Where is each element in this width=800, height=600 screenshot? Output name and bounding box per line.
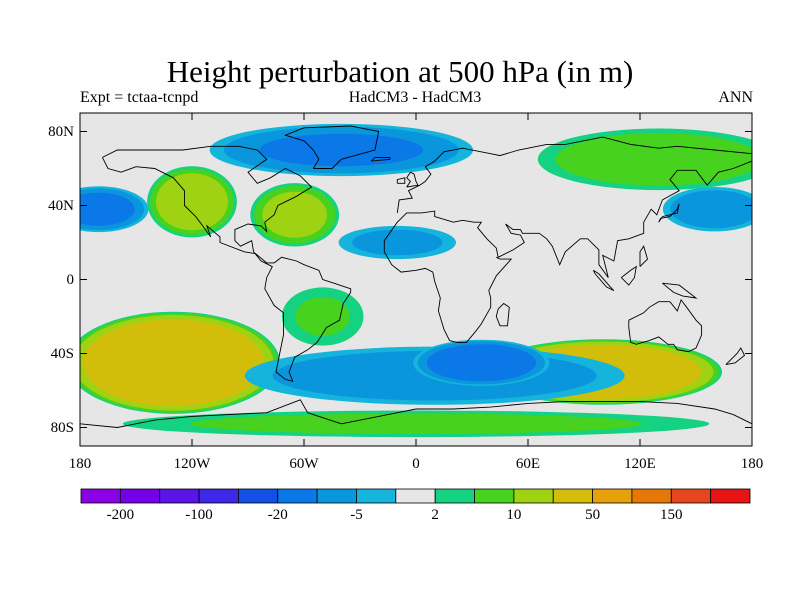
colorbar-box [592, 488, 633, 504]
colorbar-box [277, 488, 318, 504]
lon-tick-label: 180 [68, 456, 92, 472]
anomaly-contour-arctic-low [259, 133, 424, 167]
coastline [406, 171, 419, 188]
coastline [396, 177, 406, 184]
colorbar-label: 2 [431, 507, 439, 523]
colorbar-box [198, 488, 239, 504]
season-label: ANN [718, 89, 753, 106]
colorbar-box [710, 488, 751, 504]
coastline [370, 156, 391, 162]
coastline [495, 302, 510, 327]
lon-tick-label: 60W [289, 456, 319, 472]
model-label: HadCM3 - HadCM3 [348, 89, 482, 106]
colorbar-box [513, 488, 554, 504]
coastline [592, 269, 615, 292]
colorbar-label: 50 [585, 507, 601, 523]
colorbar-box [670, 488, 712, 504]
anomaly-contour-south-america-high [295, 297, 351, 336]
colorbar-box [552, 488, 593, 504]
lon-tick-label: 0 [412, 456, 420, 472]
chart-title: Height perturbation at 500 hPa (in m) [166, 54, 634, 89]
anomaly-contour-north-atlantic-low [352, 229, 443, 256]
coastline [101, 145, 352, 382]
coastline [725, 347, 746, 366]
lat-tick-label: 40S [50, 345, 74, 362]
colorbar-box [395, 488, 436, 504]
lat-tick-label: 40N [48, 197, 74, 214]
colorbar-label: 150 [660, 507, 683, 523]
anomaly-contour-antarctic-high [190, 413, 642, 434]
lat-tick-label: 80N [48, 123, 74, 140]
anomaly-contour-north-pacific-low [80, 192, 135, 226]
colorbar-label: -200 [106, 507, 135, 523]
colorbar-box [159, 488, 200, 504]
coastline [639, 245, 649, 267]
colorbar-box [434, 488, 475, 504]
coastline [658, 203, 680, 223]
colorbar-box [119, 488, 161, 504]
lon-tick-label: 120E [624, 456, 656, 472]
anomaly-contour-west-america-high [156, 173, 228, 231]
colorbar-box [356, 488, 397, 504]
anomaly-contour-south-atlantic-indian-low [426, 344, 536, 382]
coastline [396, 136, 752, 213]
anomaly-contour-south-pacific-high [82, 319, 265, 407]
coastline [620, 265, 637, 286]
colorbar-box [474, 488, 515, 504]
coastline [628, 298, 703, 353]
experiment-label: Expt = tctaa-tcnpd [80, 89, 199, 106]
lon-tick-label: 120W [173, 456, 211, 472]
colorbar-box [238, 488, 279, 504]
anomaly-contour-east-america-high [262, 191, 328, 238]
lon-tick-label: 60E [515, 456, 541, 472]
colorbar-label: -5 [350, 507, 363, 523]
colorbar-label: 10 [506, 507, 522, 523]
anomaly-contour-western-pacific-low [670, 190, 752, 229]
lat-tick-label: 80S [50, 419, 74, 436]
colorbar-label: -100 [185, 507, 213, 523]
coastline [383, 160, 752, 343]
colorbar-label: -20 [267, 507, 288, 523]
coastline [283, 125, 380, 169]
colorbar-box [316, 488, 357, 504]
colorbar-box [80, 488, 121, 504]
coastline [80, 399, 752, 428]
lon-tick-label: 180 [740, 456, 764, 472]
colorbar-box [631, 488, 672, 504]
lat-tick-label: 0 [66, 271, 75, 288]
anomaly-contour-siberia-high [555, 133, 752, 186]
coastline [662, 282, 698, 299]
